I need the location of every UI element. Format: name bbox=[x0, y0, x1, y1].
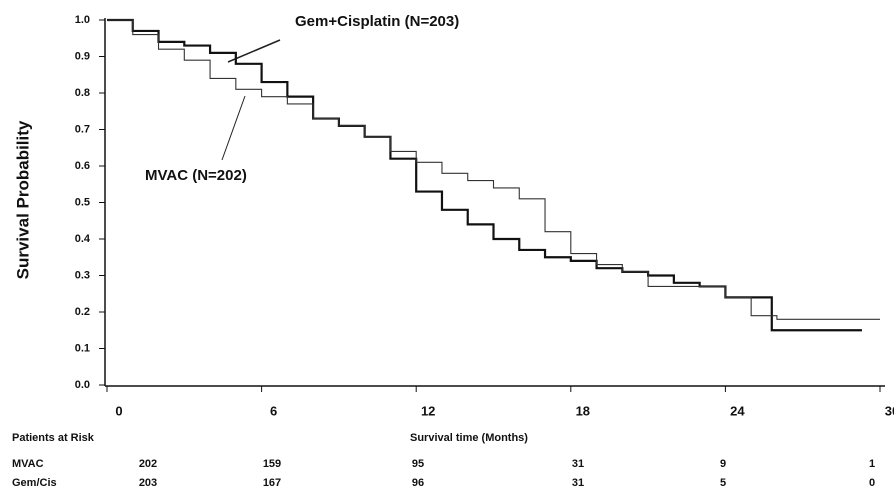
y-tick-label: 0.7 bbox=[75, 123, 90, 135]
y-tick-label: 0.2 bbox=[75, 306, 90, 318]
at-risk-value: 202 bbox=[139, 458, 157, 470]
y-tick-label: 0.8 bbox=[75, 87, 90, 99]
annotation: Gem+Cisplatin (N=203) bbox=[295, 13, 459, 30]
at-risk-value: 1 bbox=[869, 458, 875, 470]
at-risk-title: Patients at Risk bbox=[12, 432, 95, 444]
at-risk-value: 0 bbox=[869, 477, 875, 489]
at-risk-label: MVAC bbox=[12, 458, 44, 470]
y-tick-label: 0.9 bbox=[75, 50, 90, 62]
y-tick-label: 0.5 bbox=[75, 196, 90, 208]
at-risk-value: 203 bbox=[139, 477, 157, 489]
x-tick-label: 0 bbox=[115, 403, 122, 418]
annotation: MVAC (N=202) bbox=[145, 167, 247, 184]
x-tick-label: 6 bbox=[270, 403, 277, 418]
y-axis-title: Survival Probability bbox=[13, 120, 32, 279]
y-tick-label: 0.3 bbox=[75, 269, 90, 281]
at-risk-value: 167 bbox=[263, 477, 281, 489]
at-risk-value: 96 bbox=[412, 477, 424, 489]
leader-line bbox=[221, 95, 246, 161]
at-risk-value: 5 bbox=[720, 477, 726, 489]
at-risk-value: 9 bbox=[720, 458, 726, 470]
x-tick-label: 24 bbox=[730, 403, 745, 418]
at-risk-value: 31 bbox=[572, 477, 584, 489]
y-tick-label: 0.0 bbox=[75, 379, 90, 391]
x-tick-label: 18 bbox=[576, 403, 590, 418]
x-axis-title: Survival time (Months) bbox=[410, 432, 528, 444]
y-tick-label: 0.4 bbox=[75, 233, 91, 245]
y-tick-label: 1.0 bbox=[75, 14, 90, 26]
at-risk-value: 31 bbox=[572, 458, 584, 470]
at-risk-value: 159 bbox=[263, 458, 281, 470]
survival-curve bbox=[107, 18, 862, 332]
y-tick-label: 0.6 bbox=[75, 160, 90, 172]
x-tick-label: 12 bbox=[421, 403, 435, 418]
survival-curve bbox=[107, 19, 880, 320]
at-risk-value: 95 bbox=[412, 458, 424, 470]
x-tick-label: 30 bbox=[885, 403, 894, 418]
y-tick-label: 0.1 bbox=[75, 342, 90, 354]
at-risk-label: Gem/Cis bbox=[12, 477, 57, 489]
